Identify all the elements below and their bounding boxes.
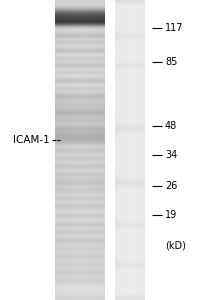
Text: 48: 48 [165,121,177,131]
Text: 34: 34 [165,150,177,160]
Text: ICAM-1: ICAM-1 [13,135,50,145]
Text: 19: 19 [165,210,177,220]
Text: (kD): (kD) [165,240,186,250]
Text: 26: 26 [165,181,177,191]
Text: 117: 117 [165,23,184,33]
Text: 85: 85 [165,57,177,67]
